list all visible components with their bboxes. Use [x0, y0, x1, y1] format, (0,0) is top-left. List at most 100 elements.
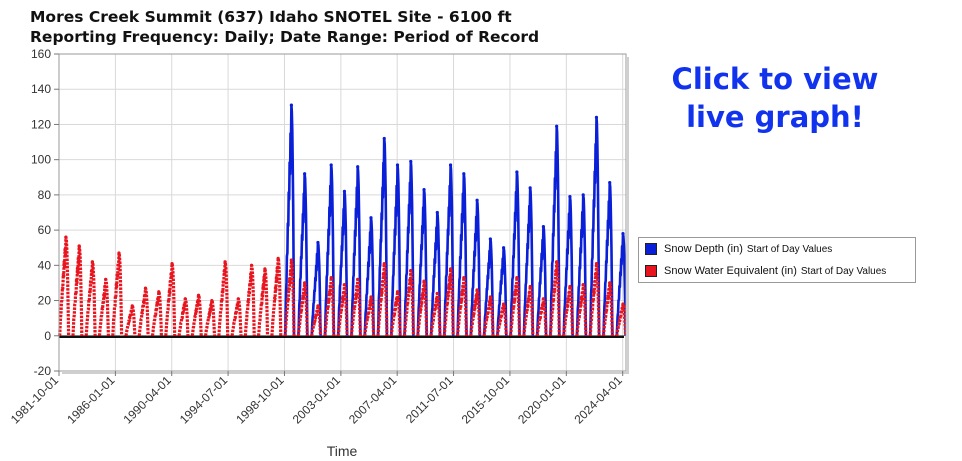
- cta-line-1[interactable]: Click to view: [671, 62, 879, 96]
- x-tick-label: 2007-04-01: [346, 373, 400, 427]
- snow-depth-season-line: [602, 181, 614, 336]
- swe-peak-point: [621, 302, 625, 306]
- swe-peak-point: [183, 297, 187, 301]
- swe-season-line: [150, 290, 163, 336]
- swe-season-line: [601, 281, 614, 336]
- swe-season-line: [71, 244, 84, 336]
- swe-season-line: [137, 286, 150, 336]
- snow-depth-season-line: [549, 124, 561, 336]
- snow-depth-peak-point: [594, 115, 599, 119]
- x-tick-label: 1990-04-01: [121, 373, 175, 427]
- snow-depth-peak-point: [462, 172, 466, 176]
- snow-depth-peak-point: [289, 103, 293, 107]
- x-tick-label: 2011-07-01: [403, 373, 456, 426]
- swe-peak-point: [157, 290, 161, 294]
- swe-peak-point: [263, 267, 267, 271]
- swe-peak-point: [568, 284, 572, 289]
- x-tick-label: 1981-10-01: [8, 373, 62, 427]
- x-tick-label: 1998-10-01: [233, 373, 287, 427]
- swe-season-line: [97, 277, 110, 336]
- cta-line-2[interactable]: live graph!: [686, 100, 864, 134]
- swe-season-line: [402, 269, 415, 336]
- swe-peak-point: [329, 276, 333, 280]
- swe-season-line: [615, 302, 628, 337]
- swe-season-line: [363, 295, 376, 337]
- swe-peak-point: [462, 276, 466, 280]
- legend: Snow Depth (in) Start of Day Values Snow…: [638, 237, 916, 283]
- y-tick-label: 40: [38, 258, 52, 272]
- snow-depth-season-line: [456, 172, 468, 336]
- x-tick-label: 2020-01-01: [515, 373, 569, 427]
- snow-depth-season-line: [482, 237, 495, 336]
- swe-peak-point: [104, 277, 108, 282]
- chart-title: Mores Creek Summit (637) Idaho SNOTEL Si…: [30, 8, 512, 26]
- snow-depth-season-line: [496, 246, 508, 336]
- snow-depth-peak-point: [555, 124, 559, 128]
- snow-depth-peak-point: [422, 188, 426, 192]
- snow-depth-season-line: [429, 211, 442, 336]
- snow-depth-season-line: [509, 170, 521, 336]
- series-layer: [58, 103, 628, 339]
- snow-depth-peak-point: [369, 216, 373, 220]
- swe-peak-point: [356, 277, 360, 282]
- swe-season-line: [416, 279, 429, 336]
- view-live-graph-link[interactable]: Click to view live graph!: [655, 60, 895, 136]
- swe-peak-point: [223, 260, 227, 264]
- snow-depth-peak-point: [515, 170, 519, 174]
- legend-label: Snow Depth (in): [664, 243, 743, 255]
- snow-depth-season-line: [535, 225, 548, 336]
- snow-depth-season-line: [615, 232, 627, 336]
- swe-peak-point: [289, 258, 293, 262]
- snow-depth-season-line: [363, 216, 375, 336]
- legend-sublabel: Start of Day Values: [800, 265, 887, 277]
- swe-season-line: [456, 276, 469, 336]
- snow-depth-season-line: [310, 241, 322, 336]
- swe-season-line: [164, 262, 177, 336]
- swe-peak-point: [475, 288, 479, 292]
- snow-depth-peak-point: [621, 232, 625, 236]
- snow-depth-season-line: [323, 163, 336, 336]
- swe-season-line: [588, 262, 601, 336]
- swe-peak-point: [303, 281, 307, 285]
- snow-depth-peak-point: [488, 237, 492, 241]
- swe-season-line: [548, 260, 561, 336]
- snow-depth-season-line: [469, 198, 482, 336]
- snow-depth-peak-point: [581, 193, 585, 197]
- swe-season-line: [522, 284, 535, 336]
- snow-depth-peak-point: [435, 210, 439, 215]
- swe-season-line: [575, 283, 588, 336]
- swe-season-line: [124, 304, 137, 337]
- y-tick-label: 160: [31, 47, 51, 61]
- snow-depth-season-line: [522, 186, 535, 336]
- y-tick-label: 80: [38, 188, 52, 202]
- snow-depth-peak-point: [303, 172, 307, 176]
- swe-season-line: [217, 260, 230, 336]
- swe-peak-point: [316, 304, 320, 308]
- swe-peak-point: [369, 295, 373, 299]
- snow-depth-peak-point: [382, 136, 386, 141]
- swe-peak-point: [342, 283, 347, 287]
- snow-depth-peak-point: [608, 180, 612, 185]
- legend-item-swe[interactable]: Snow Water Equivalent (in) Start of Day …: [645, 264, 886, 278]
- y-tick-label: 140: [31, 82, 51, 96]
- swe-peak-point: [249, 263, 254, 267]
- swe-season-line: [243, 263, 256, 336]
- legend-item-snow-depth[interactable]: Snow Depth (in) Start of Day Values: [645, 242, 832, 256]
- swe-peak-point: [382, 261, 386, 266]
- snow-depth-season-line: [443, 163, 455, 336]
- swe-peak-point: [117, 251, 121, 255]
- snow-depth-peak-point: [541, 224, 546, 229]
- swe-peak-point: [90, 260, 95, 264]
- swe-peak-point: [541, 297, 546, 301]
- swe-peak-point: [395, 290, 400, 294]
- snow-depth-peak-point: [502, 246, 506, 250]
- swe-season-line: [296, 281, 309, 336]
- y-tick-label: 60: [38, 223, 52, 237]
- swe-season-line: [204, 299, 217, 336]
- x-tick-label: 1986-01-01: [64, 373, 118, 427]
- plot-shadow-right: [626, 57, 629, 374]
- swe-season-line: [190, 293, 203, 337]
- swe-season-line: [482, 295, 495, 337]
- swe-season-line: [84, 260, 97, 336]
- swe-season-line: [230, 297, 243, 337]
